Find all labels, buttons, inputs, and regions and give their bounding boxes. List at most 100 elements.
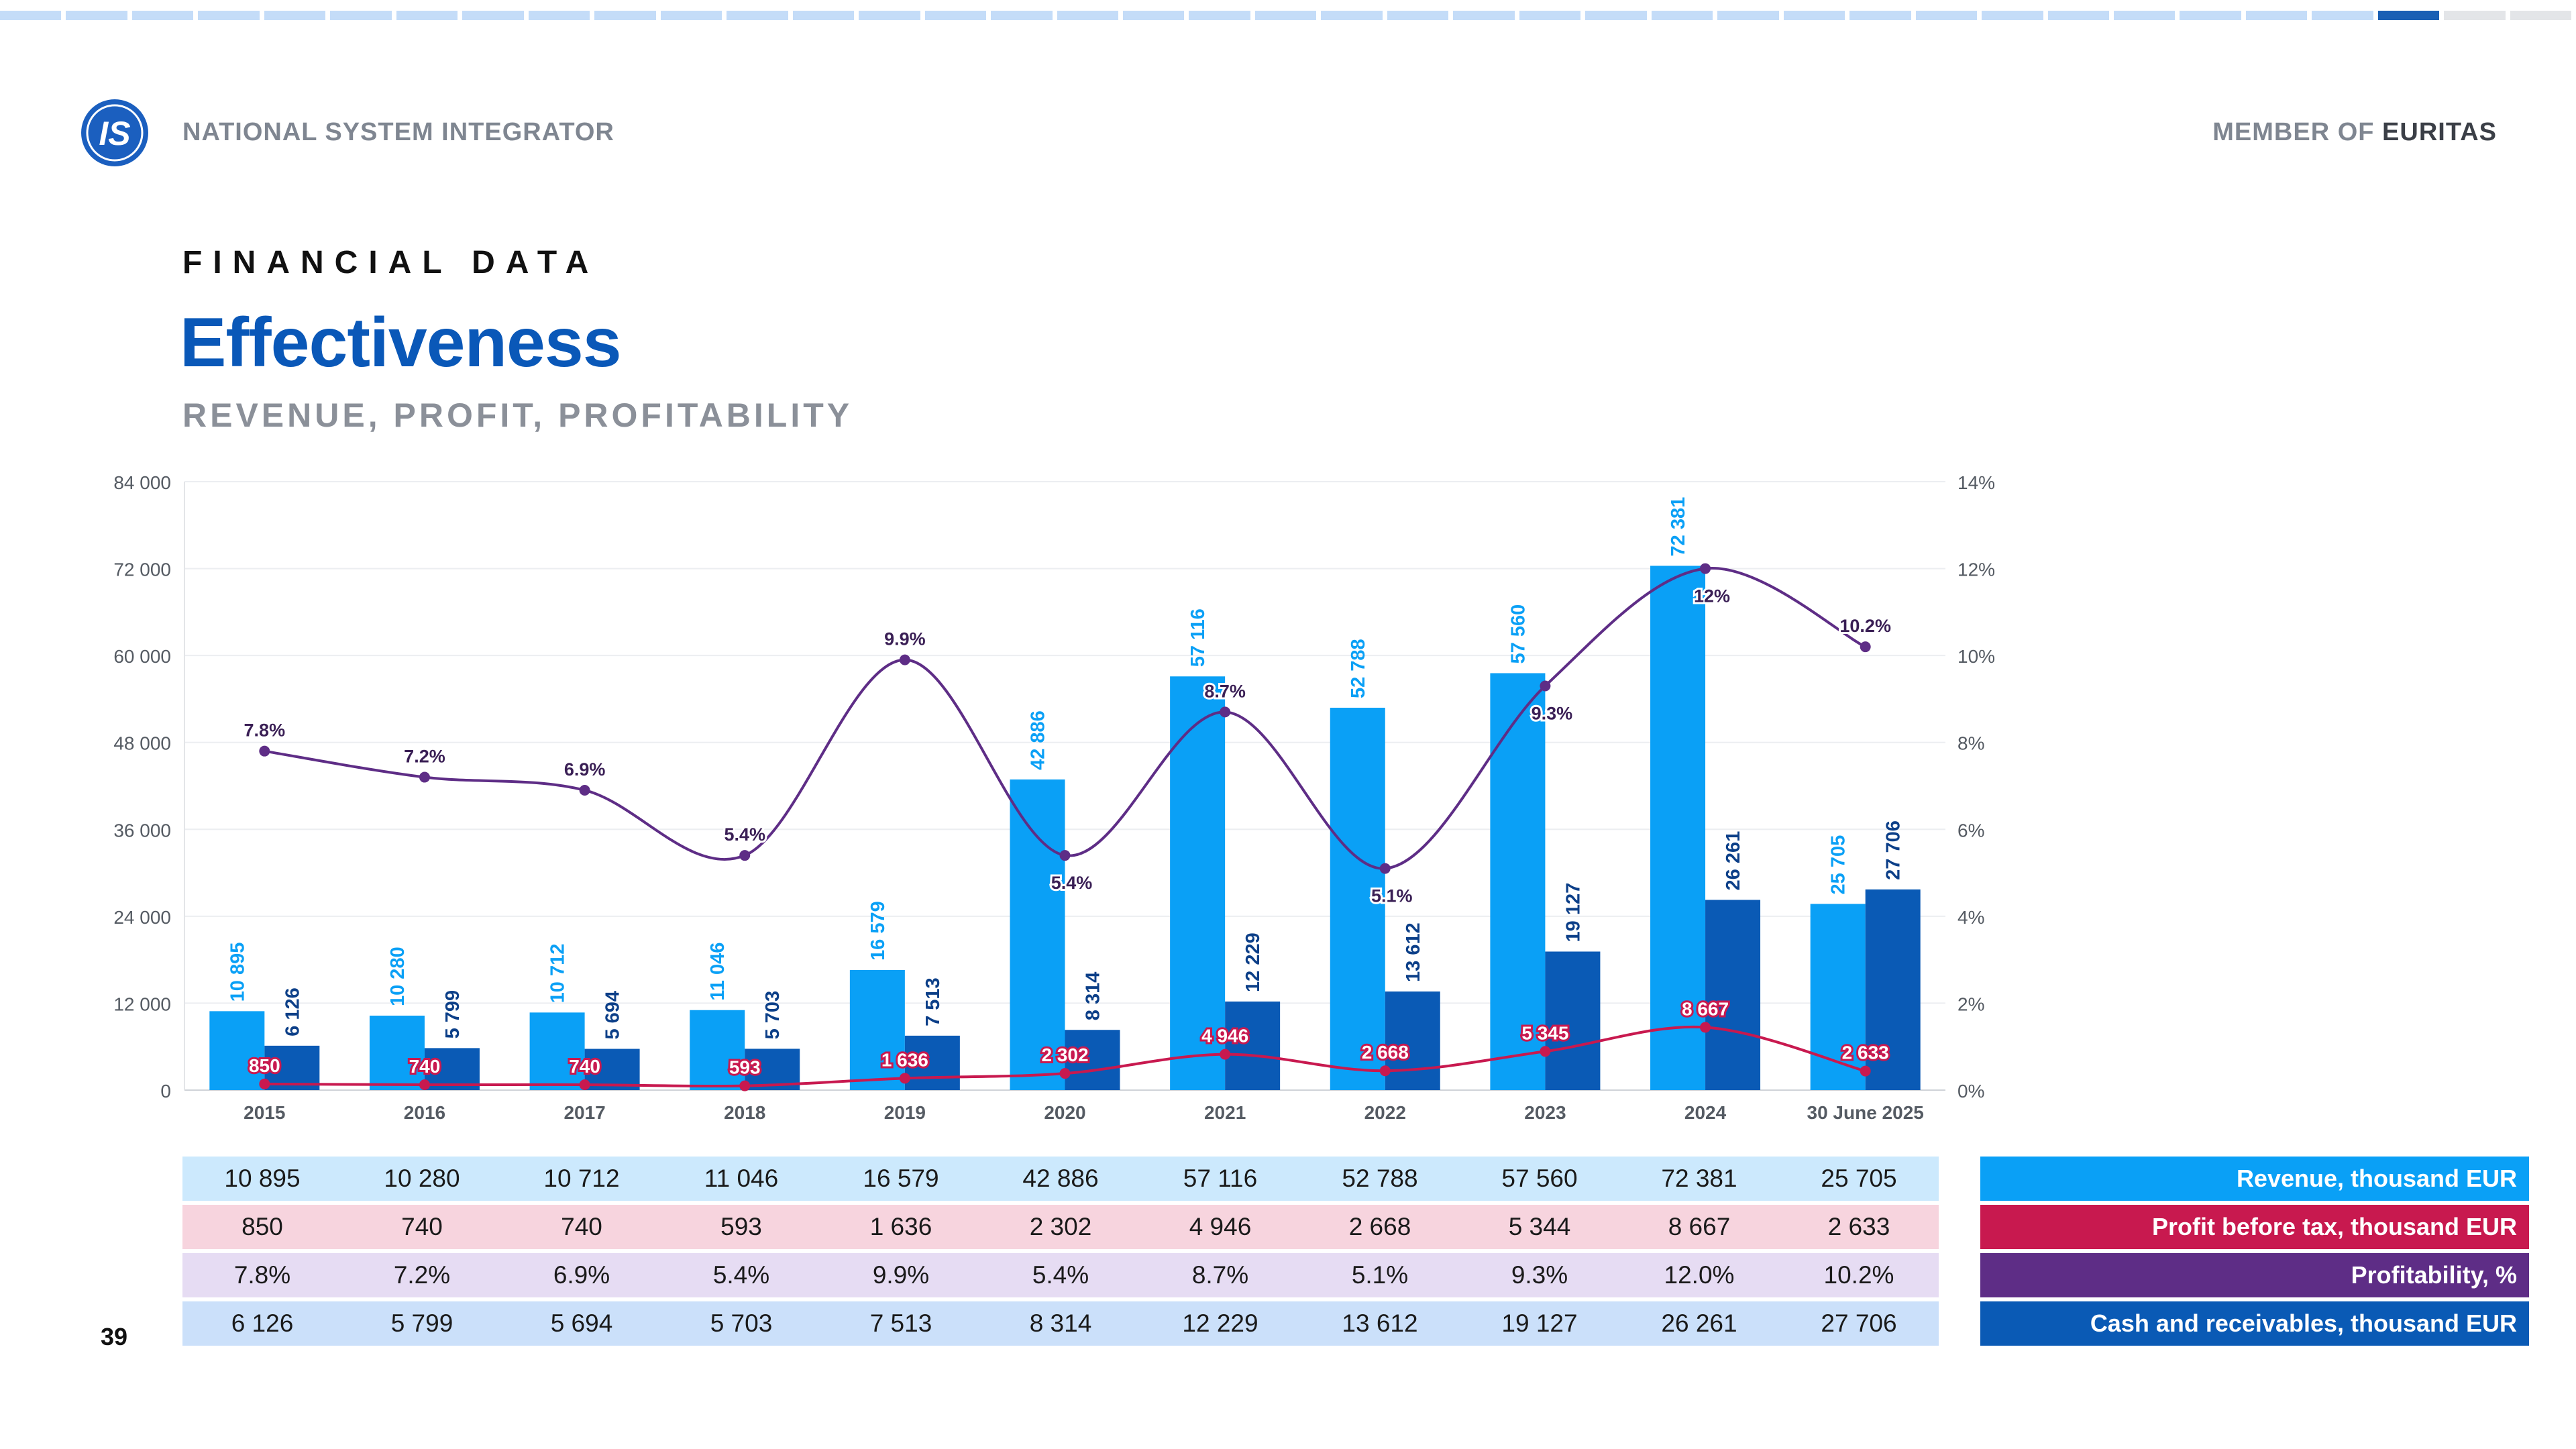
progress-segment (1453, 11, 1515, 20)
profitability-point (1540, 680, 1551, 692)
progress-segment (1651, 11, 1713, 20)
cash-data-label: 5 703 (762, 991, 784, 1040)
progress-segment (1321, 11, 1383, 20)
profit-data-label: 2 668 (1362, 1042, 1409, 1063)
cash-data-label: 5 694 (602, 991, 624, 1040)
progress-segment (594, 11, 656, 20)
x-tick-label: 2021 (1204, 1102, 1246, 1123)
profitability-point (419, 771, 430, 783)
revenue-data-label: 42 886 (1028, 710, 1049, 770)
cash-data-label: 12 229 (1242, 932, 1264, 992)
y-right-tick-label: 6% (1957, 820, 1984, 841)
progress-segment (792, 11, 855, 20)
profit-point (419, 1079, 430, 1091)
table-cell: 10 280 (342, 1157, 502, 1201)
revenue-bar (1650, 566, 1706, 1090)
profit-point (1700, 1022, 1711, 1033)
page-title: Effectiveness (180, 304, 622, 382)
profitability-point (899, 654, 910, 665)
profit-point (739, 1080, 751, 1091)
table-gap (1939, 1205, 1980, 1249)
progress-segment (396, 11, 458, 20)
table-cell: 13 612 (1300, 1301, 1460, 1346)
table-cell: 9.3% (1460, 1253, 1619, 1297)
table-cell: 57 116 (1140, 1157, 1300, 1201)
cash-data-label: 13 612 (1403, 922, 1424, 982)
table-cell: 12.0% (1619, 1253, 1779, 1297)
table-cell: 25 705 (1779, 1157, 1939, 1201)
revenue-bar (369, 1016, 425, 1090)
revenue-bar (849, 969, 905, 1090)
profit-point (1220, 1049, 1231, 1060)
x-tick-label: 2020 (1044, 1102, 1085, 1123)
profitability-point (739, 850, 751, 861)
profit-point (899, 1073, 910, 1084)
table-cell: 8 314 (981, 1301, 1140, 1346)
profitability-point (1700, 563, 1711, 574)
profitability-data-label: 5.4% (724, 824, 765, 845)
revenue-data-label: 72 381 (1668, 497, 1689, 557)
x-tick-label: 2022 (1364, 1102, 1406, 1123)
cash-data-label: 6 126 (282, 987, 303, 1036)
profitability-point (1059, 850, 1071, 861)
progress-segment (462, 11, 524, 20)
progress-segment (1849, 11, 1911, 20)
table-cell: 5.4% (661, 1253, 821, 1297)
table-cell: 27 706 (1779, 1301, 1939, 1346)
cash-bar (1545, 951, 1601, 1090)
cash-bar (1705, 900, 1761, 1090)
table-cell: 72 381 (1619, 1157, 1779, 1201)
profit-data-label: 4 946 (1201, 1026, 1248, 1046)
cash-bar (1385, 991, 1440, 1090)
progress-segment (859, 11, 920, 20)
profitability-data-label: 7.2% (404, 747, 445, 767)
cash-bar (584, 1049, 640, 1090)
member-name: EURITAS (2382, 118, 2497, 146)
profit-data-label: 2 302 (1041, 1044, 1088, 1065)
progress-segment (0, 11, 62, 20)
cash-data-label: 8 314 (1083, 972, 1104, 1021)
table-cell: 4 946 (1140, 1205, 1300, 1249)
profit-point (1379, 1065, 1391, 1077)
table-cell: 2 668 (1300, 1205, 1460, 1249)
revenue-bar (1170, 676, 1226, 1090)
table-cell: 57 560 (1460, 1157, 1619, 1201)
table-cell: 10.2% (1779, 1253, 1939, 1297)
x-tick-label: 2018 (724, 1102, 765, 1123)
table-cell: 6 126 (182, 1301, 342, 1346)
legend-label-profitability: Profitability, % (1980, 1253, 2529, 1297)
profitability-point (259, 745, 270, 757)
progress-segment (528, 11, 590, 20)
revenue-data-label: 10 712 (547, 944, 569, 1004)
table-cell: 740 (342, 1205, 502, 1249)
progress-segment (2444, 11, 2506, 20)
cash-bar (424, 1048, 480, 1090)
section-kicker: FINANCIAL DATA (182, 245, 600, 280)
progress-segment (1122, 11, 1185, 20)
profit-data-label: 2 633 (1842, 1042, 1889, 1063)
profitability-data-label: 6.9% (564, 759, 606, 780)
table-cell: 7.8% (182, 1253, 342, 1297)
progress-segment (1982, 11, 2043, 20)
cash-data-label: 19 127 (1562, 883, 1584, 943)
profitability-point (579, 784, 590, 796)
profit-data-label: 8 667 (1682, 998, 1729, 1019)
table-cell: 8.7% (1140, 1253, 1300, 1297)
legend-label-cash: Cash and receivables, thousand EUR (1980, 1301, 2529, 1346)
progress-segment (66, 11, 127, 20)
profitability-data-label: 9.3% (1532, 703, 1573, 723)
table-cell: 2 633 (1779, 1205, 1939, 1249)
profit-data-label: 593 (729, 1057, 761, 1078)
revenue-data-label: 57 116 (1187, 608, 1209, 667)
member-prefix: MEMBER OF (2212, 118, 2383, 146)
profitability-point (1860, 641, 1871, 653)
profitability-data-label: 9.9% (884, 629, 926, 649)
y-right-tick-label: 10% (1957, 646, 1995, 667)
progress-segment (2047, 11, 2109, 20)
revenue-bar (529, 1012, 585, 1090)
table-cell: 1 636 (821, 1205, 981, 1249)
progress-segment (2377, 11, 2440, 20)
table-cell: 593 (661, 1205, 821, 1249)
y-right-tick-label: 2% (1957, 994, 1984, 1014)
y-right-tick-label: 12% (1957, 559, 1995, 580)
